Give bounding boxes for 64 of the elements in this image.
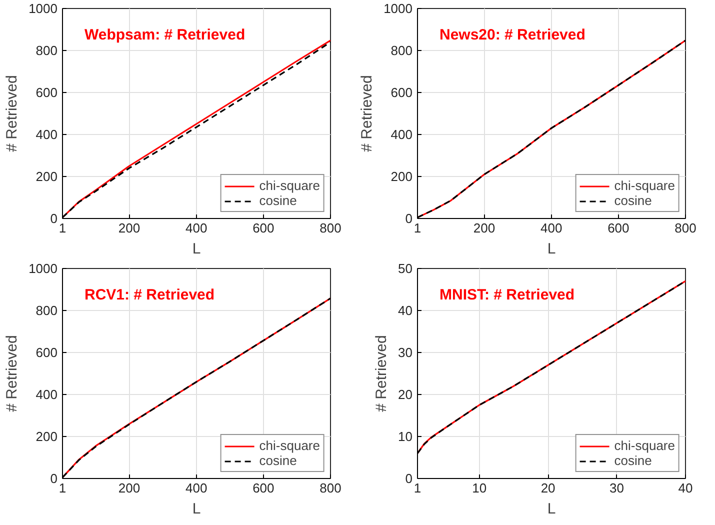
y-tick-label: 0 (405, 211, 413, 226)
x-tick-label: 200 (473, 220, 496, 236)
legend-label: cosine (614, 453, 652, 468)
y-axis-title: # Retrieved (4, 75, 21, 152)
legend-label: chi-square (614, 178, 675, 193)
text: News20: # Retrieved (440, 26, 586, 44)
y-axis-title: # Retrieved (4, 335, 21, 412)
y-tick-label: 800 (36, 303, 58, 318)
x-tick-label: 600 (608, 220, 630, 236)
x-axis-title: L (192, 500, 201, 518)
y-tick-label: 800 (36, 43, 58, 58)
y-axis-title: # Retrieved (373, 335, 390, 412)
x-tick-label: 800 (320, 480, 342, 496)
x-tick-label: 400 (540, 220, 562, 236)
x-axis-title: L (547, 500, 556, 518)
legend-label: cosine (259, 453, 297, 468)
y-tick-label: 200 (36, 169, 58, 184)
y-tick-label: 600 (36, 345, 58, 360)
y-tick-label: 800 (390, 43, 413, 58)
y-tick-label: 200 (36, 429, 58, 444)
legend-label: chi-square (259, 438, 320, 453)
legend-label: cosine (259, 193, 297, 208)
x-tick-label: 30 (610, 480, 624, 496)
x-tick-label: 800 (320, 220, 342, 236)
x-axis-title: L (192, 240, 201, 258)
x-tick-label: 20 (540, 480, 556, 496)
x-tick-label: 40 (678, 480, 693, 496)
y-tick-label: 1000 (28, 1, 58, 16)
y-tick-label: 400 (36, 127, 58, 142)
x-tick-label: 200 (118, 220, 140, 236)
y-tick-label: 30 (398, 345, 413, 360)
y-tick-label: 20 (398, 387, 413, 402)
x-tick-label: 200 (118, 480, 140, 496)
text: Webpsam: # Retrieved (84, 26, 246, 44)
text: MNIST: # Retrieved (440, 286, 575, 304)
y-tick-label: 1000 (384, 1, 412, 16)
y-tick-label: 0 (50, 471, 58, 486)
x-tick-label: 600 (252, 220, 274, 236)
y-tick-label: 50 (398, 261, 413, 276)
x-tick-label: 10 (472, 480, 487, 496)
x-tick-label: 1 (58, 220, 66, 236)
y-tick-label: 600 (36, 85, 58, 100)
x-tick-label: 400 (185, 220, 208, 236)
y-tick-label: 0 (405, 471, 413, 486)
y-tick-label: 1000 (28, 261, 58, 276)
x-tick-label: 1 (414, 220, 422, 236)
x-tick-label: 800 (674, 220, 696, 236)
legend-label: chi-square (259, 178, 320, 193)
y-tick-label: 400 (36, 387, 58, 402)
text: RCV1: # Retrieved (84, 286, 215, 304)
y-axis-title: # Retrieved (358, 75, 376, 152)
y-tick-label: 0 (50, 211, 58, 226)
y-tick-label: 200 (390, 169, 413, 184)
y-tick-label: 600 (390, 85, 413, 100)
y-tick-label: 40 (398, 303, 413, 318)
x-tick-label: 1 (58, 480, 66, 496)
x-axis-title: L (547, 240, 556, 258)
legend-label: chi-square (614, 438, 675, 453)
x-tick-label: 1 (414, 480, 422, 496)
legend-label: cosine (614, 193, 652, 208)
x-tick-label: 600 (252, 480, 274, 496)
y-tick-label: 400 (390, 127, 413, 142)
y-tick-label: 10 (398, 429, 413, 444)
x-tick-label: 400 (185, 480, 208, 496)
